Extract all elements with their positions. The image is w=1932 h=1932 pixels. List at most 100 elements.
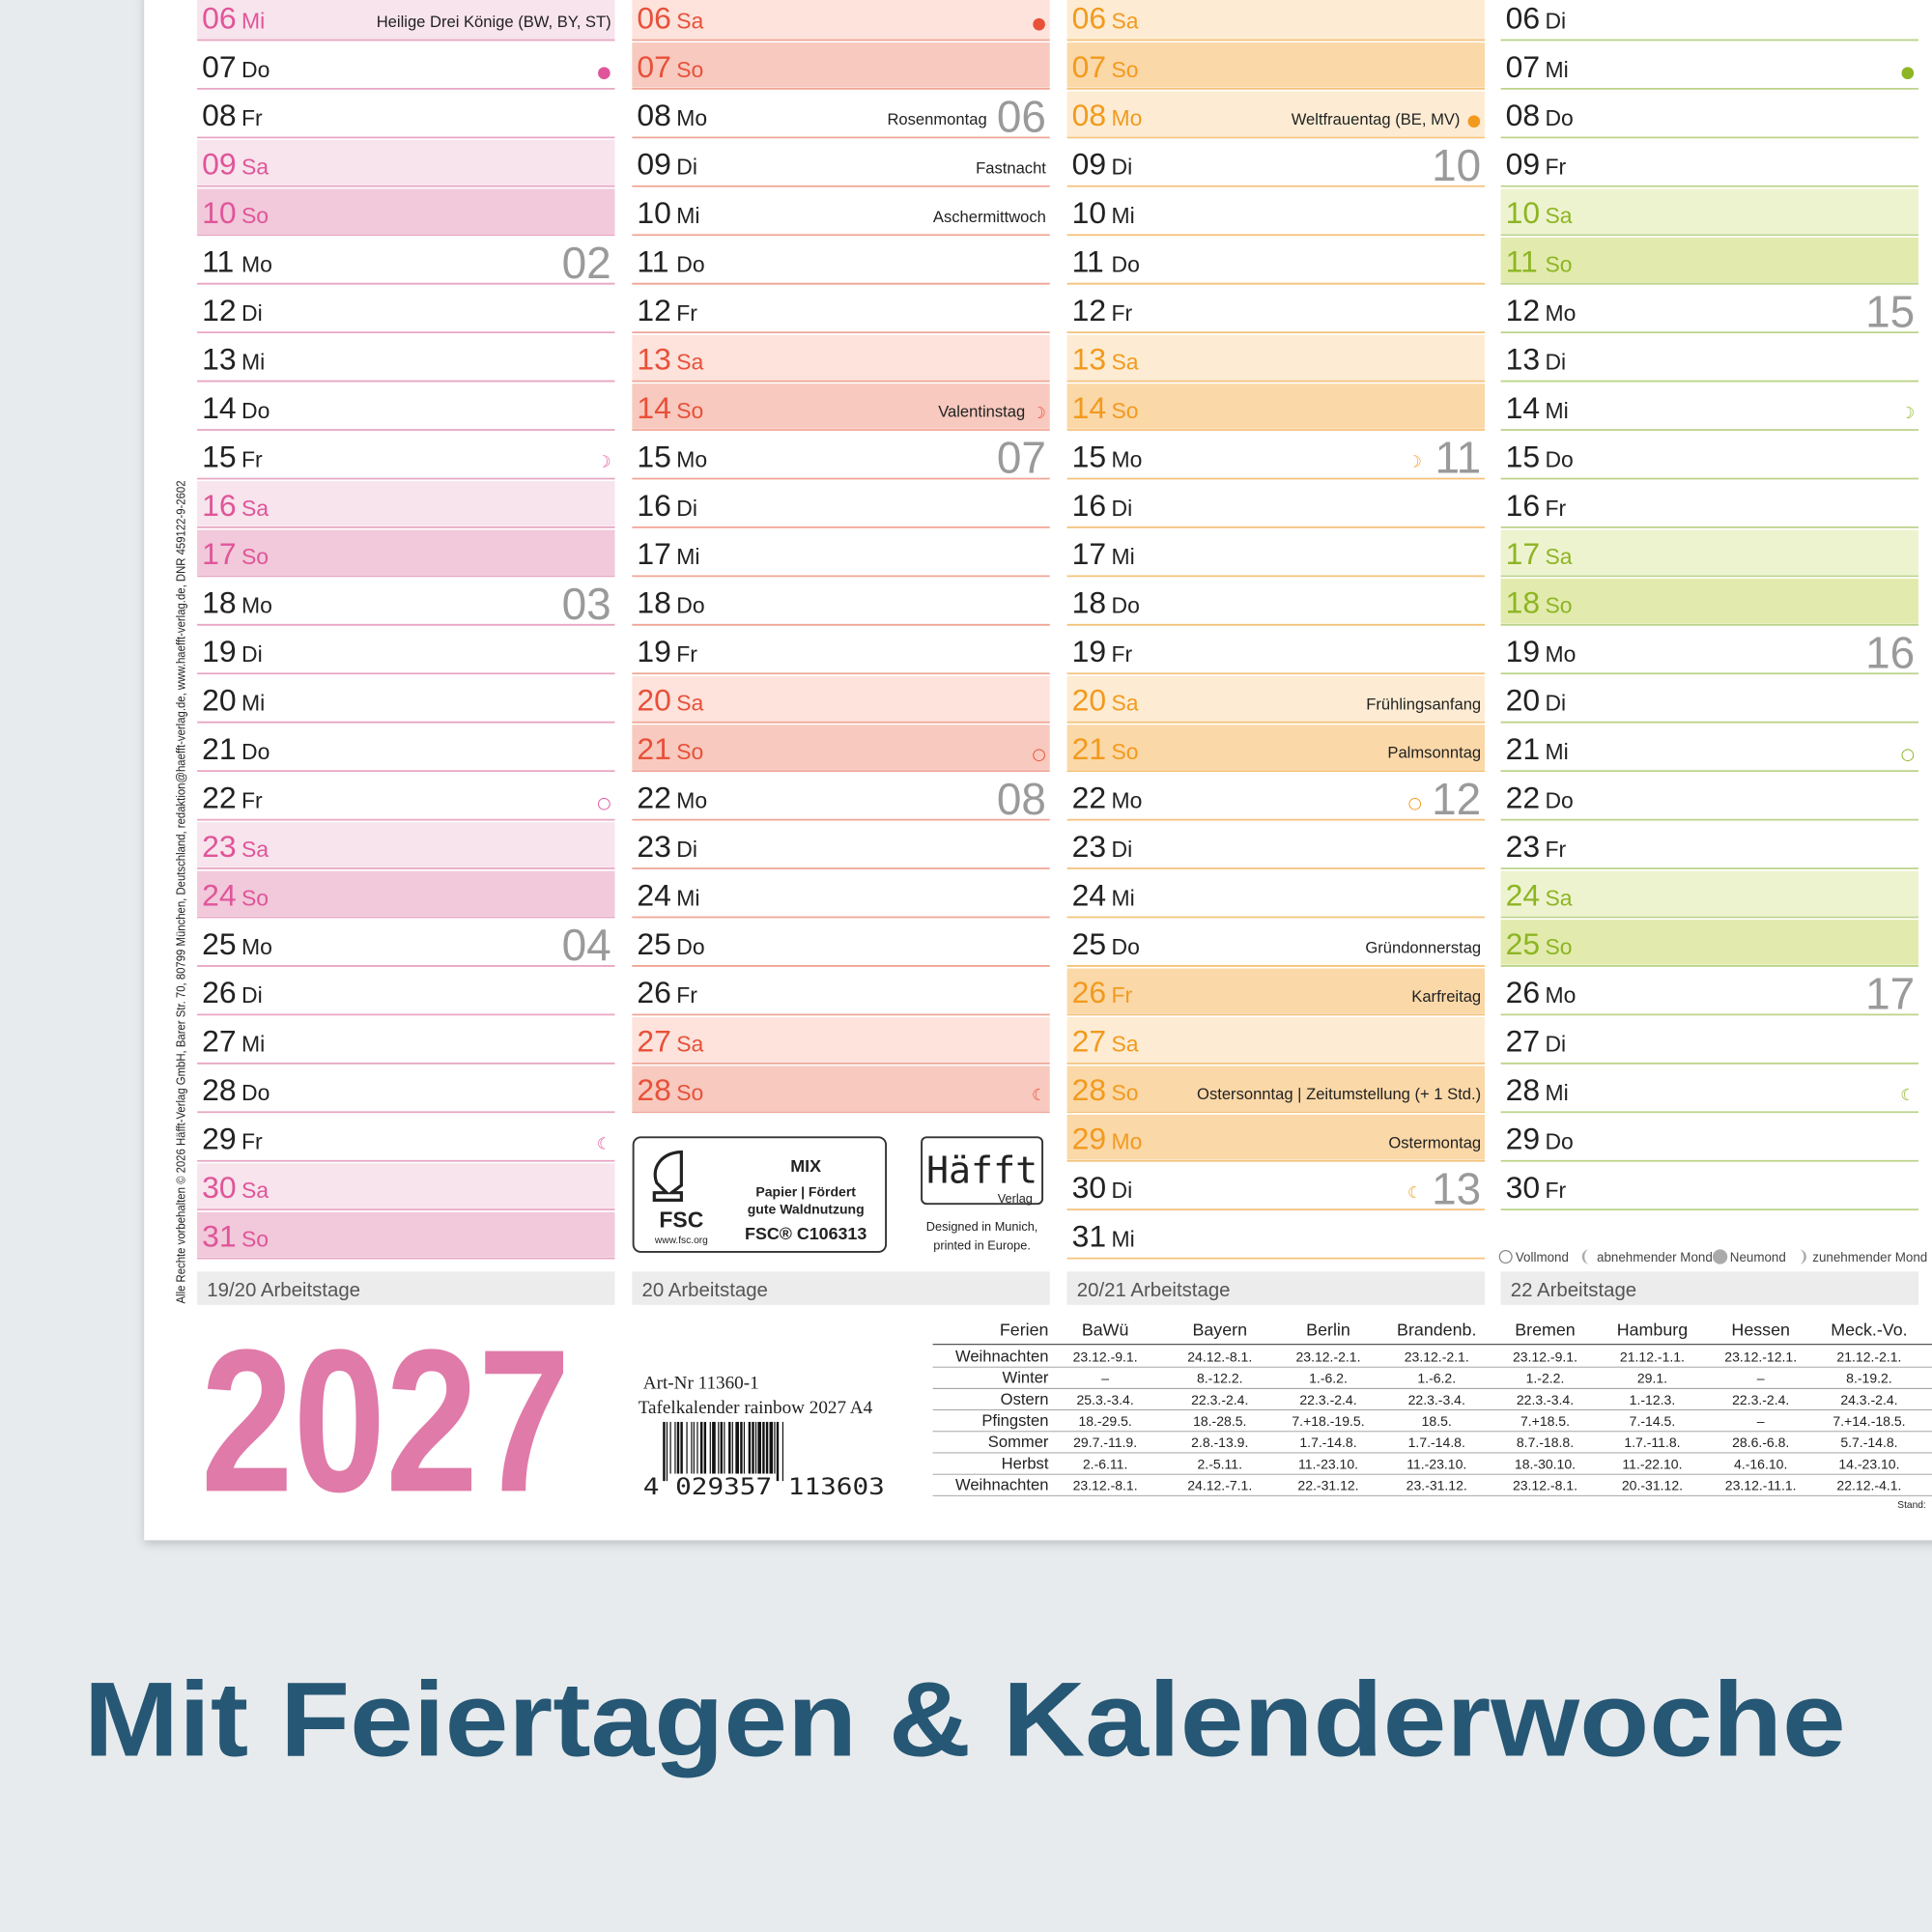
day-number: 22 (1506, 780, 1540, 814)
weekday: Sa (1545, 203, 1572, 228)
holiday: Valentinstag (938, 403, 1025, 421)
moon: ● (1467, 111, 1481, 129)
week-number: 13 (1432, 1163, 1481, 1213)
holiday: Frühlingsanfang (1366, 695, 1481, 713)
row-label: Winter (1003, 1369, 1049, 1387)
day-number: 15 (1506, 439, 1540, 473)
day-fill (632, 1065, 1050, 1111)
weekday: Di (1545, 1032, 1566, 1057)
weekday: Sa (1112, 1032, 1139, 1057)
day-fill (197, 870, 615, 917)
table-cell: 24.12.-8.1. (1187, 1349, 1252, 1364)
day-number: 17 (202, 536, 236, 571)
day-number: 19 (1072, 634, 1106, 668)
fsc-box: FSC www.fsc.org MIX Papier | Fördert gut… (632, 1136, 888, 1253)
day-number: 07 (1506, 49, 1540, 84)
table-cell: 7.+18.-19.5. (1292, 1413, 1364, 1429)
legend-label: Vollmond (1516, 1250, 1569, 1264)
table-cell: 11.-23.10. (1406, 1456, 1466, 1471)
day-number: 09 (1506, 147, 1540, 182)
moon: ● (597, 63, 611, 81)
day-number: 14 (1506, 390, 1540, 425)
weekday: Di (242, 982, 263, 1008)
table-header: Brandenb. (1397, 1321, 1476, 1340)
headline: Mit Feiertagen & Kalenderwoche (84, 1662, 1846, 1779)
day-number: 07 (202, 49, 236, 84)
weekday: Mi (1545, 1080, 1568, 1105)
weekday: Mo (1112, 1129, 1143, 1154)
day-number: 14 (1072, 390, 1106, 425)
weekday: Mo (1545, 982, 1576, 1008)
holiday: Ostermontag (1388, 1133, 1481, 1151)
table-cell: 7.+18.5. (1520, 1413, 1570, 1429)
fsc-line1: Papier | Fördert (755, 1184, 856, 1200)
weekday: Do (1545, 1129, 1573, 1154)
day-number: 09 (637, 147, 670, 182)
day-number: 21 (637, 731, 670, 766)
moon: ○ (1407, 793, 1421, 811)
day-number: 08 (1506, 98, 1540, 132)
moon: ☽ (597, 452, 611, 470)
barcode-bar (762, 1421, 765, 1474)
weekday: So (1112, 739, 1139, 764)
weekday: Fr (1545, 155, 1566, 180)
day-number: 12 (1506, 293, 1540, 327)
day-number: 17 (1072, 536, 1106, 571)
day-number: 09 (202, 147, 236, 182)
table-cell: 24.3.-2.4. (1840, 1392, 1897, 1407)
weekday: Mi (1545, 739, 1568, 764)
weekday: Mi (242, 691, 265, 716)
table-cell: 18.5. (1422, 1413, 1452, 1429)
legend-label: Neumond (1730, 1250, 1786, 1264)
day-fill (1500, 188, 1918, 234)
day-fill (197, 481, 615, 526)
weekday: Mi (242, 8, 265, 33)
day-number: 26 (637, 975, 670, 1009)
moon: ☽ (1900, 404, 1915, 422)
day-number: 06 (1506, 0, 1540, 35)
week-number: 04 (562, 920, 611, 970)
day-number: 12 (1072, 293, 1106, 327)
table-cell: 22.3.-3.4. (1408, 1392, 1465, 1407)
holiday: Weltfrauentag (BE, MV) (1292, 110, 1461, 128)
day-number: 06 (202, 0, 236, 35)
row-label: Weihnachten (955, 1476, 1048, 1494)
table-header: Bayern (1192, 1321, 1247, 1340)
day-fill (1500, 578, 1918, 624)
weekday: So (676, 739, 703, 764)
day-number: 07 (1072, 49, 1106, 84)
weekday: So (1112, 57, 1139, 82)
day-number: 16 (202, 488, 236, 523)
barcode (663, 1421, 784, 1482)
legend-icon (1581, 1249, 1590, 1264)
table-cell: 7.+14.-18.5. (1833, 1413, 1905, 1429)
weekday: Sa (1112, 691, 1139, 716)
table-header: Berlin (1306, 1321, 1350, 1340)
weekday: Mo (1112, 105, 1143, 130)
weekday: Sa (676, 8, 703, 33)
table-cell: 20.-31.12. (1622, 1478, 1683, 1493)
day-number: 22 (202, 780, 236, 814)
working-days: 22 Arbeitstage (1511, 1280, 1636, 1301)
table-cell: 1.-6.2. (1309, 1371, 1348, 1386)
table-cell: 1.7.-14.8. (1299, 1435, 1356, 1450)
table-cell: 11.-23.10. (1298, 1456, 1358, 1471)
day-number: 13 (1072, 341, 1106, 376)
barcode-bar (757, 1421, 762, 1474)
barcode-bar (691, 1421, 693, 1474)
barcode-bar (686, 1421, 688, 1474)
table-cell: 29.1. (1637, 1371, 1667, 1386)
table-cell: 18.-28.5. (1193, 1413, 1246, 1429)
moon: ○ (1901, 745, 1915, 763)
week-number: 17 (1865, 969, 1915, 1019)
day-number: 24 (637, 877, 670, 912)
day-number: 23 (1506, 829, 1540, 864)
day-number: 18 (202, 585, 236, 620)
weekday: Do (1112, 934, 1140, 959)
table-cell: 23.12.-9.1. (1073, 1349, 1138, 1364)
table-cell: 11.-22.10. (1622, 1456, 1682, 1471)
day-number: 12 (202, 293, 236, 327)
day-number: 25 (1506, 926, 1540, 961)
